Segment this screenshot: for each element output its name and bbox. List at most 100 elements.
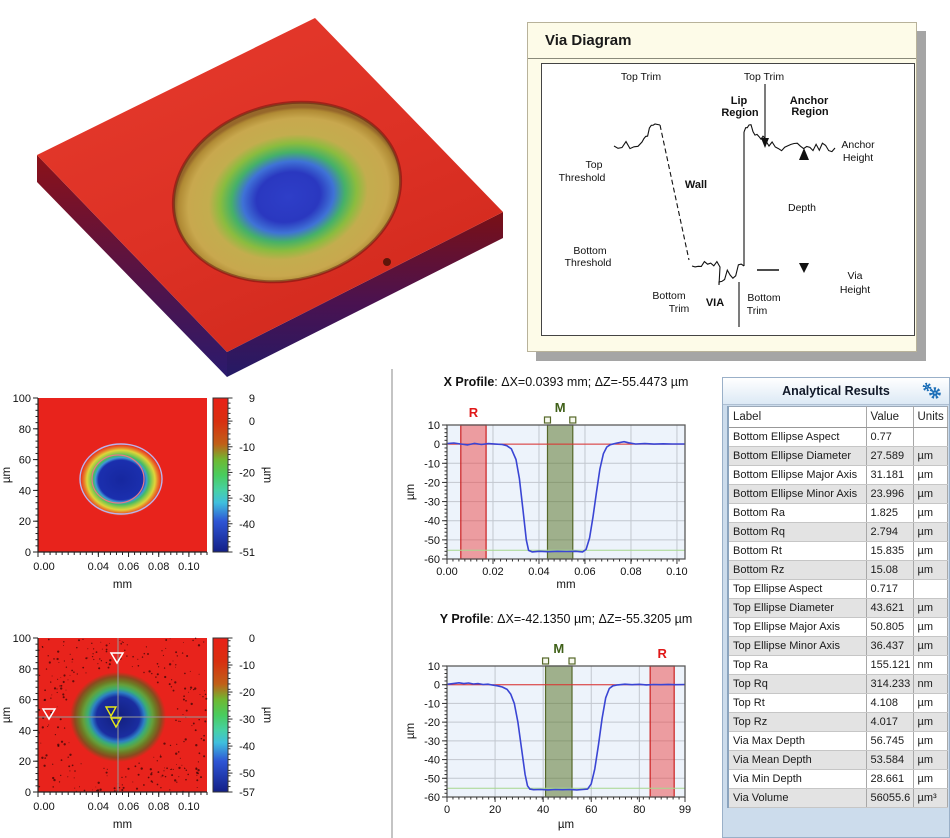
- region-label-M: M: [553, 641, 564, 656]
- column-header: Units: [913, 406, 948, 428]
- y-tick-label: -20: [424, 717, 440, 729]
- sketch-line: [659, 124, 690, 261]
- profile-curve: [446, 440, 685, 553]
- via-diagram-panel: Via Diagram Top Trim Top Trim Lip Region…: [527, 22, 917, 352]
- x-profile-title: X Profile: ΔX=0.0393 mm; ΔZ=-55.4473 µm: [444, 375, 689, 389]
- table-row: Top Rt 4.108 µm: [728, 693, 948, 713]
- x-tick-label: 0.04: [88, 561, 109, 573]
- y-tick-label: 10: [428, 420, 440, 432]
- y-tick-label: 20: [19, 516, 31, 528]
- x-tick-label: 99: [679, 804, 691, 816]
- result-label: Top Rt: [728, 693, 867, 713]
- result-label: Bottom Rz: [728, 560, 867, 580]
- x-tick-label: 0.08: [148, 801, 169, 813]
- result-label: Via Max Depth: [728, 731, 867, 751]
- analytical-results-header: Analytical Results: [723, 378, 949, 405]
- label-top-trim-right: Top Trim: [744, 71, 785, 83]
- result-units: µm: [913, 484, 948, 504]
- table-row: Top Ellipse Major Axis 50.805 µm: [728, 617, 948, 637]
- bottom-heatmap[interactable]: 0.00 0.04 0.06 0.08 0.10 mm 0 20 40 60 80 100 µm 0 -10…: [0, 615, 300, 838]
- y-tick-label: 0: [434, 680, 440, 692]
- top-heatmap[interactable]: 0.00 0.04 0.06 0.08 0.10 mm 0 20 40 60 80 100 µm 9 0 -1…: [0, 375, 300, 613]
- slab-side-left: [37, 155, 227, 377]
- marker-band-R[interactable]: [460, 424, 487, 560]
- x-profile-chart[interactable]: X Profile: ΔX=0.0393 mm; ΔZ=-55.4473 µm …: [400, 373, 710, 610]
- band-handle[interactable]: [543, 416, 552, 424]
- y-tick-label: 80: [19, 424, 31, 436]
- colorbar: [212, 637, 229, 793]
- surface-3d-view[interactable]: [15, 0, 515, 378]
- surface-pit: [383, 258, 391, 266]
- result-value: 50.805: [866, 617, 914, 637]
- table-row: Bottom Ellipse Aspect 0.77: [728, 427, 948, 447]
- x-tick-label: 0.06: [118, 561, 139, 573]
- result-value: 53.584: [866, 750, 914, 770]
- cursor-triangle-top[interactable]: [109, 652, 125, 665]
- result-units: [913, 427, 948, 447]
- label-bottom-trim-right: Bottom: [747, 292, 781, 304]
- results-table: Label Value Units Bottom Ellipse Aspect 0.77…: [727, 406, 948, 808]
- result-value: 1.825: [866, 503, 914, 523]
- result-value: 4.017: [866, 712, 914, 732]
- colorbar-unit-label: µm: [261, 707, 273, 723]
- y-tick-label: 100: [13, 393, 31, 405]
- y-tick-label: 0: [434, 439, 440, 451]
- x-tick-label: 60: [585, 804, 597, 816]
- result-label: Top Rq: [728, 674, 867, 694]
- result-value: 4.108: [866, 693, 914, 713]
- y-tick-label: -10: [424, 698, 440, 710]
- y-tick-label: 20: [19, 756, 31, 768]
- y-profile-chart[interactable]: Y Profile: ΔX=-42.1350 µm; ΔZ=-55.3205 µ…: [400, 610, 710, 838]
- result-label: Top Ellipse Minor Axis: [728, 636, 867, 656]
- result-units: µm: [913, 541, 948, 561]
- svg-text:Height: Height: [843, 152, 873, 164]
- result-units: µm: [913, 769, 948, 789]
- band-handle[interactable]: [568, 657, 576, 665]
- via-profile-sketch-lines: [613, 84, 836, 327]
- result-label: Bottom Ellipse Diameter: [728, 446, 867, 466]
- sketch-line: [691, 260, 745, 286]
- y-tick-label: -60: [424, 792, 440, 804]
- label-anchor-region: Anchor: [790, 95, 829, 107]
- result-label: Bottom Ellipse Major Axis: [728, 465, 867, 485]
- settings-gears-icon[interactable]: [920, 381, 944, 401]
- result-label: Via Mean Depth: [728, 750, 867, 770]
- colorbar-tick-label: -57: [239, 787, 255, 799]
- colorbar-tick-label: -30: [239, 493, 255, 505]
- colorbar-tick-label: -20: [239, 467, 255, 479]
- colorbar-tick-label: -30: [239, 714, 255, 726]
- cursor-triangle-left[interactable]: [41, 708, 57, 721]
- x-profile-ylabel: µm: [405, 484, 417, 500]
- marker-triangle-yellow-1[interactable]: [104, 706, 118, 718]
- band-handle[interactable]: [569, 416, 577, 424]
- marker-band-M[interactable]: [544, 665, 573, 798]
- marker-triangle-yellow-2[interactable]: [109, 717, 123, 729]
- result-label: Top Ellipse Aspect: [728, 579, 867, 599]
- result-label: Bottom Rt: [728, 541, 867, 561]
- result-value: 27.589: [866, 446, 914, 466]
- x-tick-label: 0.08: [620, 566, 641, 578]
- result-label: Top Ellipse Diameter: [728, 598, 867, 618]
- result-label: Bottom Ellipse Aspect: [728, 427, 867, 447]
- sketch-line: [743, 124, 836, 153]
- table-row: Top Ra 155.121 nm: [728, 655, 948, 675]
- marker-band-M[interactable]: [546, 424, 574, 560]
- via-crater-3d: [171, 100, 403, 284]
- results-header-row: Label Value Units: [728, 406, 948, 428]
- table-row: Bottom Ra 1.825 µm: [728, 503, 948, 523]
- via-diagram-sketch: Top Trim Top Trim Lip Region Anchor Regi…: [541, 63, 915, 336]
- y-tick-label: -20: [424, 477, 440, 489]
- y-tick-label: 40: [19, 485, 31, 497]
- table-row: Bottom Ellipse Major Axis 31.181 µm: [728, 465, 948, 485]
- colorbar-tick-label: -40: [239, 519, 255, 531]
- label-depth: Depth: [788, 202, 816, 214]
- table-row: Top Rz 4.017 µm: [728, 712, 948, 732]
- x-tick-label: 0.10: [666, 566, 687, 578]
- band-handle[interactable]: [541, 657, 550, 665]
- svg-text:Trim: Trim: [747, 305, 768, 317]
- result-label: Top Ellipse Major Axis: [728, 617, 867, 637]
- table-row: Bottom Ellipse Diameter 27.589 µm: [728, 446, 948, 466]
- result-value: 0.717: [866, 579, 914, 599]
- marker-band-R[interactable]: [649, 665, 675, 798]
- table-row: Via Mean Depth 53.584 µm: [728, 750, 948, 770]
